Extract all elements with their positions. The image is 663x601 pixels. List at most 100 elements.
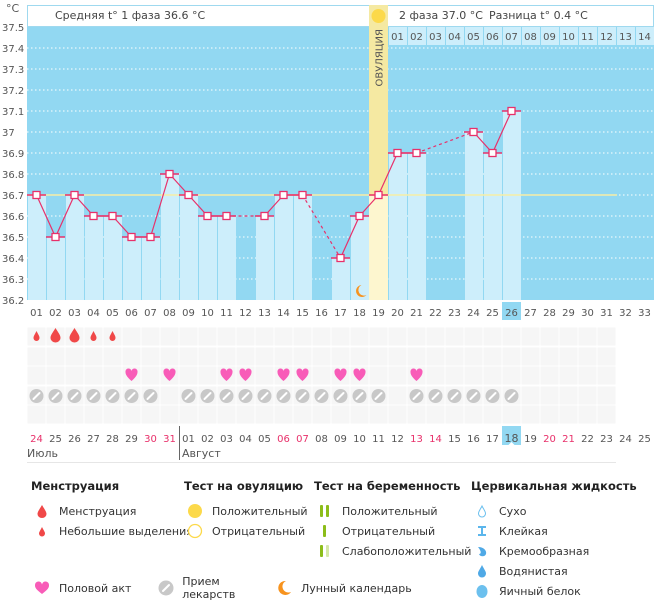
symbol-cell [27, 405, 46, 424]
symbol-cell [540, 405, 559, 424]
temperature-bar [142, 237, 160, 300]
temperature-point [279, 190, 288, 200]
pill-stripe [203, 392, 212, 400]
legend-bottom: Половой акт Прием лекарств Лунный календ… [31, 575, 412, 601]
legend-label: Клейкая [499, 524, 548, 538]
symbol-cell [559, 366, 578, 385]
symbol-cell [27, 347, 46, 366]
watery-icon [471, 564, 493, 578]
calendar-day-label: 15 [448, 434, 461, 445]
pill-stripe [260, 392, 269, 400]
temperature-point [165, 169, 174, 179]
phase2-day-label: 12 [600, 32, 613, 43]
temperature-bar [104, 216, 122, 300]
header-box [27, 5, 654, 27]
temperature-point [393, 148, 402, 158]
pill-stripe [317, 392, 326, 400]
legend-item: Положительный [314, 501, 471, 521]
temperature-point [184, 190, 193, 200]
legend-item: Слабоположительный [314, 541, 471, 561]
symbol-cell [407, 327, 426, 346]
legend-label: Половой акт [59, 581, 132, 595]
phase2-day-label: 03 [429, 32, 442, 43]
symbol-cell [65, 347, 84, 366]
phase2-day-label: 11 [581, 32, 594, 43]
symbol-cell [540, 366, 559, 385]
creamy-icon [471, 544, 493, 558]
calendar-day-label: 31 [163, 434, 176, 445]
legend-item: Небольшие выделения [31, 521, 193, 541]
calendar-day-label: 30 [144, 434, 157, 445]
calendar-day-label: 12 [391, 434, 404, 445]
symbol-cell [483, 327, 502, 346]
pill-stripe [70, 392, 79, 400]
temperature-point [412, 148, 421, 158]
legend-label: Небольшие выделения [59, 524, 193, 538]
legend-item: Половой акт [31, 578, 155, 598]
symbol-cell [369, 366, 388, 385]
pill-stripe [431, 392, 440, 400]
phase2-day-label: 04 [448, 32, 461, 43]
symbol-cell [293, 347, 312, 366]
symbol-cell [255, 327, 274, 346]
cycle-day-label: 05 [106, 308, 119, 319]
symbol-cell [103, 405, 122, 424]
calendar-day-label: 16 [467, 434, 480, 445]
symbol-cell [141, 366, 160, 385]
cycle-day-label: 19 [372, 308, 385, 319]
calendar-day-label: 09 [334, 434, 347, 445]
pill-stripe [412, 392, 421, 400]
phase2-day-label: 05 [467, 32, 480, 43]
temperature-bar [47, 237, 65, 300]
temperature-point [507, 106, 516, 116]
y-tick-label: 36.5 [2, 233, 24, 244]
temperature-point [89, 211, 98, 221]
legend-item: Сухо [471, 501, 637, 521]
symbol-cell [502, 366, 521, 385]
symbol-cell [426, 347, 445, 366]
symbol-cell [540, 386, 559, 405]
symbol-cell [122, 327, 141, 346]
pill-stripe [336, 392, 345, 400]
month-label: Июль [27, 447, 58, 460]
legend-item: Кремообразная [471, 541, 637, 561]
temperature-bar [465, 132, 483, 300]
temperature-point [260, 211, 269, 221]
y-tick-label: 37.3 [2, 65, 24, 76]
temperature-line-segment [301, 194, 342, 259]
bbt-chart: 01 02 03 04 05 06 07 08 09 10 11 12 13 14 37.5 37.4 37.3… [2, 5, 654, 463]
symbol-cell [559, 327, 578, 346]
temperature-bar [199, 216, 217, 300]
legend-label: Слабоположительный [342, 544, 472, 558]
symbol-cell [597, 366, 616, 385]
temperature-line-segment [149, 173, 171, 238]
pill-stripe [469, 392, 478, 400]
symbol-cell [312, 405, 331, 424]
cycle-day-label: 01 [30, 308, 43, 319]
cycle-day-label: 11 [220, 308, 233, 319]
symbol-cell [331, 347, 350, 366]
moon-icon [356, 285, 367, 297]
spotting-icon [33, 331, 40, 341]
month-label: Август [182, 447, 221, 460]
symbol-cell [578, 405, 597, 424]
y-tick-label: 36.9 [2, 149, 24, 160]
symbol-cell [160, 386, 179, 405]
calendar-day-label: 24 [619, 434, 632, 445]
symbol-cell [141, 405, 160, 424]
symbol-cell [217, 327, 236, 346]
temperature-line-segment [416, 131, 474, 154]
pill-stripe [51, 392, 60, 400]
symbol-cell [160, 347, 179, 366]
symbol-cell [350, 347, 369, 366]
cycle-day-label: 22 [429, 308, 442, 319]
symbol-cell [578, 347, 597, 366]
temperature-line-segment [491, 110, 513, 154]
symbol-cell [445, 347, 464, 366]
symbol-cell [179, 327, 198, 346]
calendar-day-label: 29 [125, 434, 138, 445]
ovulation-column-lower [369, 195, 388, 300]
temperature-bar [332, 258, 350, 300]
phase1-average: Средняя t° 1 фаза 36.6 °C [55, 9, 206, 22]
phase2-day-label: 10 [562, 32, 575, 43]
